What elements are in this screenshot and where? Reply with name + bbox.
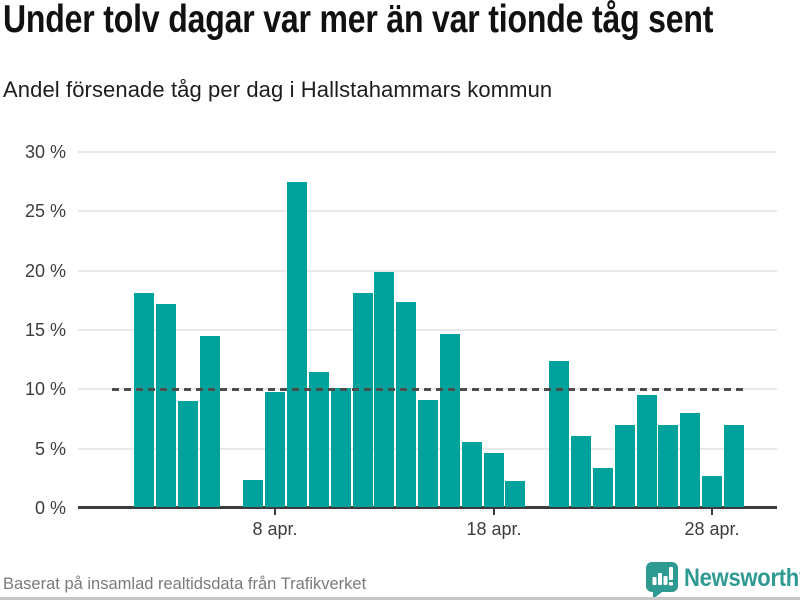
bar	[418, 400, 438, 507]
bar	[353, 293, 373, 507]
bar	[484, 453, 504, 507]
chart-subtitle: Andel försenade tåg per dag i Hallstaham…	[3, 77, 553, 102]
badge-bars-glyph	[652, 567, 673, 586]
x-axis-tick	[274, 508, 276, 515]
grid-line	[78, 210, 777, 212]
grid-line	[78, 329, 777, 331]
bar	[134, 293, 154, 507]
bar	[200, 336, 220, 507]
bar	[658, 425, 678, 507]
bar	[505, 481, 525, 507]
x-axis-line	[78, 506, 777, 509]
bar	[724, 425, 744, 507]
x-axis-tick	[711, 508, 713, 515]
bar	[637, 395, 657, 507]
y-axis-label: 20 %	[24, 261, 66, 281]
y-axis-label: 0 %	[34, 498, 66, 518]
bar	[309, 372, 329, 507]
reference-line	[112, 388, 743, 391]
y-axis-label: 25 %	[24, 201, 66, 221]
x-axis-tick	[493, 508, 495, 515]
y-axis-label: 10 %	[24, 379, 66, 399]
grid-line	[78, 270, 777, 272]
chart-title: Under tolv dagar var mer än var tionde t…	[3, 0, 714, 41]
bar	[178, 401, 198, 507]
bar	[615, 425, 635, 507]
bar	[265, 392, 285, 507]
bar	[571, 436, 591, 507]
newsworthy-badge-icon	[646, 562, 678, 599]
bar	[549, 361, 569, 507]
newsworthy-logo: Newsworthy	[645, 561, 800, 599]
x-axis-label: 28 apr.	[684, 519, 740, 539]
bar	[440, 334, 460, 507]
bar	[156, 304, 176, 507]
x-axis-label: 8 apr.	[252, 519, 298, 539]
y-axis-label: 15 %	[24, 320, 66, 340]
grid-line	[78, 151, 777, 153]
bar	[680, 413, 700, 507]
bar	[243, 480, 263, 507]
bottom-border	[0, 597, 800, 600]
bar	[593, 468, 613, 507]
newsworthy-wordmark: Newsworthy	[684, 564, 800, 592]
bar	[702, 476, 722, 507]
bar	[396, 302, 416, 507]
y-axis-label: 5 %	[34, 439, 66, 459]
bar	[462, 442, 482, 507]
x-axis-label: 18 apr.	[466, 519, 522, 539]
bar	[331, 388, 351, 507]
source-note: Baserat på insamlad realtidsdata från Tr…	[3, 575, 367, 593]
bar	[287, 182, 307, 507]
y-axis-label: 30 %	[24, 142, 66, 162]
